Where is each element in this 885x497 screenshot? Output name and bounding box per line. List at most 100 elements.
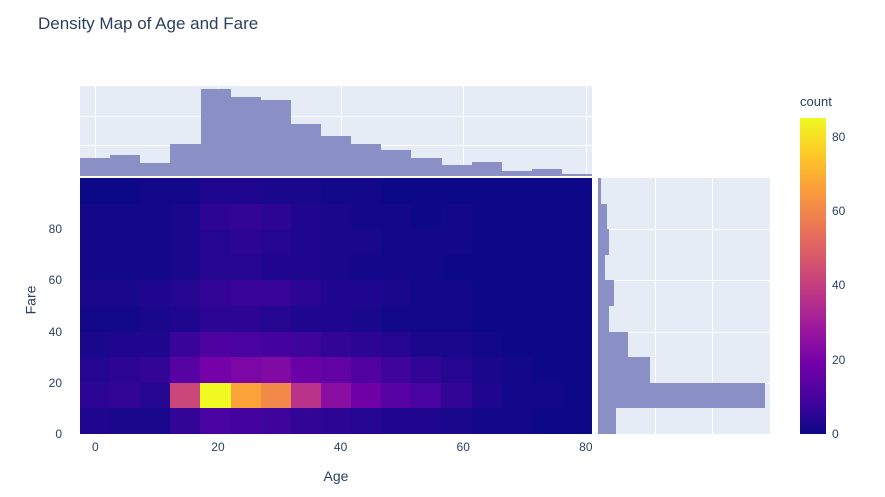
- heatmap-cell: [140, 229, 171, 255]
- top-histogram-bar: [170, 143, 201, 176]
- heatmap-cell: [531, 357, 562, 383]
- y-tick-label: 80: [48, 222, 62, 237]
- heatmap-cell: [200, 357, 231, 383]
- heatmap-cell: [230, 178, 261, 204]
- heatmap-cell: [320, 306, 352, 332]
- heatmap-cell: [411, 203, 442, 230]
- heatmap-cell: [501, 306, 532, 332]
- heatmap-cell: [381, 280, 412, 306]
- right-histogram-row: [598, 178, 770, 204]
- heatmap-cell: [200, 280, 231, 306]
- right-histogram-row: [598, 229, 770, 255]
- heatmap-cell: [290, 229, 321, 255]
- right-histogram-bar: [598, 357, 651, 383]
- heatmap-cell: [290, 280, 321, 306]
- y-tick-label: 40: [48, 324, 62, 339]
- colorbar-ticks: 0 20 40 60 80: [832, 118, 872, 441]
- heatmap-cell: [561, 254, 592, 281]
- heatmap-cell: [260, 229, 291, 255]
- gridline: [654, 178, 656, 434]
- heatmap-cell: [381, 254, 412, 281]
- heatmap-cell: [110, 357, 141, 383]
- heatmap-cell: [411, 254, 442, 281]
- heatmap-cell: [501, 357, 532, 383]
- heatmap-cell: [110, 331, 141, 358]
- heatmap-cell: [110, 306, 141, 332]
- gridline: [95, 86, 97, 176]
- x-tick-label: 40: [333, 440, 348, 454]
- colorbar-tick-label: 40: [832, 278, 846, 293]
- heatmap-cell: [290, 178, 321, 204]
- top-histogram-bar: [110, 154, 141, 176]
- x-tick-label: 0: [91, 440, 99, 454]
- heatmap-cell: [80, 331, 111, 358]
- top-histogram-bar: [321, 136, 352, 176]
- heatmap-cell: [80, 280, 111, 306]
- colorbar-tick-label: 0: [832, 427, 839, 441]
- heatmap-cell: [320, 229, 352, 255]
- heatmap-cell: [200, 408, 231, 434]
- heatmap-cell: [471, 306, 502, 332]
- heatmap-cell: [290, 357, 321, 383]
- colorbar-tick-label: 20: [832, 352, 846, 367]
- right-histogram-bars: [598, 178, 770, 434]
- heatmap-cell: [531, 280, 562, 306]
- gridline: [585, 86, 587, 176]
- top-histogram-bar: [381, 150, 412, 176]
- right-histogram-row: [598, 382, 770, 409]
- heatmap-cell: [561, 306, 592, 332]
- heatmap-cell: [501, 280, 532, 306]
- chart-title: Density Map of Age and Fare: [38, 14, 259, 33]
- heatmap-cell: [441, 254, 472, 281]
- heatmap-cell: [80, 254, 111, 281]
- heatmap-cell: [381, 408, 412, 434]
- top-histogram-bar: [411, 158, 442, 176]
- heatmap-cell: [170, 408, 201, 434]
- heatmap-cell: [471, 203, 502, 230]
- heatmap-cell: [80, 306, 111, 332]
- heatmap-cell: [170, 178, 201, 204]
- heatmap-panel[interactable]: [80, 178, 592, 434]
- heatmap-cell: [531, 229, 562, 255]
- top-histogram-panel[interactable]: [80, 86, 593, 176]
- heatmap-cell: [351, 382, 382, 409]
- heatmap-cell: [471, 254, 502, 281]
- heatmap-cell: [290, 331, 321, 358]
- heatmap-cell: [501, 203, 532, 230]
- y-axis-ticks: 0 20 40 60 80: [26, 178, 72, 441]
- top-histogram-bar: [140, 163, 171, 176]
- heatmap-cell: [381, 203, 412, 230]
- heatmap-cell: [200, 306, 231, 332]
- right-histogram-row: [598, 408, 770, 434]
- right-histogram-row: [598, 331, 770, 358]
- heatmap-cell: [411, 408, 442, 434]
- right-histogram-panel[interactable]: [598, 178, 770, 435]
- heatmap-cell: [531, 382, 562, 409]
- heatmap-cell: [200, 254, 231, 281]
- heatmap-grid: [80, 178, 592, 434]
- heatmap-cell: [531, 254, 562, 281]
- heatmap-cell: [531, 408, 562, 434]
- heatmap-cell: [200, 331, 231, 358]
- heatmap-cell: [471, 408, 502, 434]
- heatmap-cell: [170, 254, 201, 281]
- top-histogram-bar: [501, 171, 532, 176]
- heatmap-cell: [441, 178, 472, 204]
- heatmap-cell: [381, 229, 412, 255]
- heatmap-cell: [471, 280, 502, 306]
- colorbar-tick-label: 60: [832, 203, 846, 218]
- x-tick-label: 20: [211, 440, 225, 454]
- gridline: [711, 178, 713, 434]
- heatmap-cell: [320, 254, 352, 281]
- heatmap-cell: [351, 331, 382, 358]
- heatmap-cell: [260, 408, 291, 434]
- right-histogram-row: [598, 357, 770, 383]
- gridline: [598, 229, 770, 231]
- heatmap-cell: [290, 382, 321, 409]
- heatmap-cell: [320, 280, 352, 306]
- right-histogram-bar: [598, 178, 602, 204]
- heatmap-cell: [230, 331, 261, 358]
- heatmap-cell: [531, 178, 562, 204]
- right-histogram-bar: [598, 229, 610, 255]
- top-histogram-bar: [562, 173, 593, 176]
